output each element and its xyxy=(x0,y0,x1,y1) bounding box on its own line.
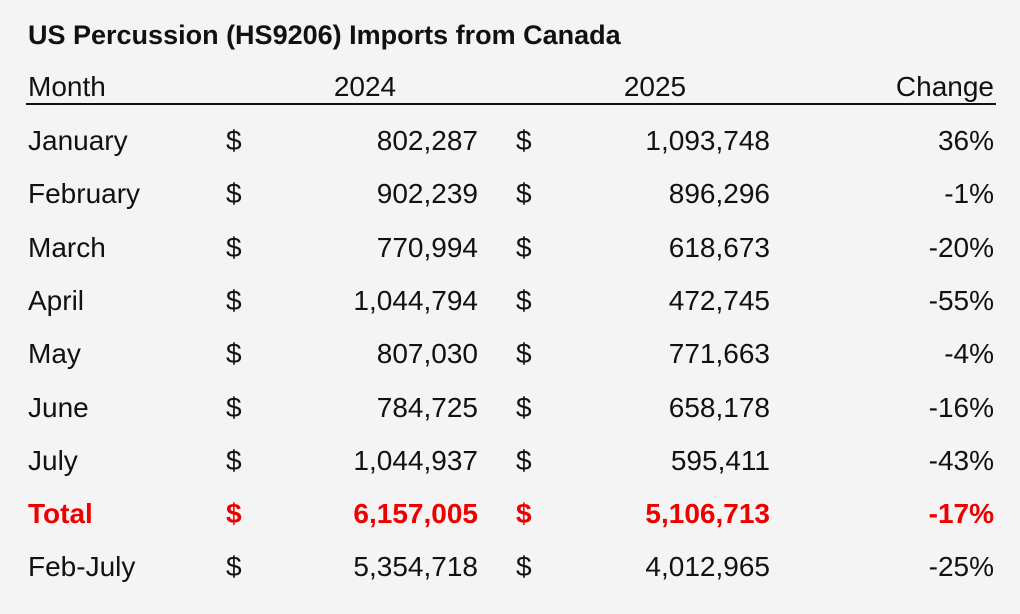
currency-cell: $ xyxy=(516,125,532,156)
change-cell: -20% xyxy=(928,231,994,263)
value-cell: 658,178 xyxy=(668,391,770,423)
header-cell: 2024 xyxy=(333,71,397,102)
header-cell: 2025 xyxy=(623,71,687,102)
currency-cell: $ xyxy=(226,338,242,370)
change-cell: -1% xyxy=(944,178,994,210)
value-cell: 770,994 xyxy=(376,231,478,263)
month-cell: Total xyxy=(28,498,93,530)
value-cell: 784,725 xyxy=(376,391,478,423)
change-cell: -55% xyxy=(928,284,994,316)
month-cell: Feb-July xyxy=(28,551,136,583)
value-cell: 802,287 xyxy=(376,125,478,156)
value-cell: 771,663 xyxy=(668,338,770,370)
month-cell: May xyxy=(28,338,81,370)
value-cell: 1,093,748 xyxy=(645,125,770,156)
currency-cell: $ xyxy=(516,338,532,370)
currency-cell: $ xyxy=(226,178,242,210)
value-cell: 5,106,713 xyxy=(645,498,770,530)
value-cell: 902,239 xyxy=(376,178,478,210)
currency-cell: $ xyxy=(226,284,242,316)
currency-cell: $ xyxy=(226,444,242,476)
month-cell: March xyxy=(28,231,106,263)
currency-cell: $ xyxy=(516,444,532,476)
currency-cell: $ xyxy=(516,178,532,210)
month-cell: February xyxy=(28,178,141,210)
currency-cell: $ xyxy=(226,498,242,530)
change-cell: -17% xyxy=(928,498,994,530)
change-cell: -4% xyxy=(944,338,994,370)
currency-cell: $ xyxy=(516,231,532,263)
change-cell: -43% xyxy=(928,444,994,476)
value-cell: 1,044,937 xyxy=(353,444,478,476)
value-cell: 618,673 xyxy=(668,231,770,263)
table-title: US Percussion (HS9206) Imports from Cana… xyxy=(28,20,621,50)
month-cell: January xyxy=(28,125,128,156)
change-cell: -25% xyxy=(928,551,994,583)
value-cell: 5,354,718 xyxy=(353,551,478,583)
change-cell: -16% xyxy=(928,391,994,423)
value-cell: 896,296 xyxy=(668,178,770,210)
currency-cell: $ xyxy=(516,551,532,583)
value-cell: 807,030 xyxy=(376,338,478,370)
currency-cell: $ xyxy=(516,391,532,423)
header-cell: Month xyxy=(28,71,106,102)
currency-cell: $ xyxy=(226,231,242,263)
value-cell: 472,745 xyxy=(668,284,770,316)
header-cell: Change xyxy=(895,71,994,102)
value-cell: 1,044,794 xyxy=(353,284,478,316)
currency-cell: $ xyxy=(226,391,242,423)
header-rule xyxy=(26,103,996,105)
month-cell: June xyxy=(28,391,89,423)
change-cell: 36% xyxy=(937,125,994,156)
month-cell: April xyxy=(28,284,85,316)
value-cell: 595,411 xyxy=(670,444,770,476)
value-cell: 4,012,965 xyxy=(645,551,770,583)
currency-cell: $ xyxy=(516,498,532,530)
currency-cell: $ xyxy=(226,125,242,156)
month-cell: July xyxy=(28,444,78,476)
currency-cell: $ xyxy=(226,551,242,583)
value-cell: 6,157,005 xyxy=(353,498,478,530)
currency-cell: $ xyxy=(516,284,532,316)
